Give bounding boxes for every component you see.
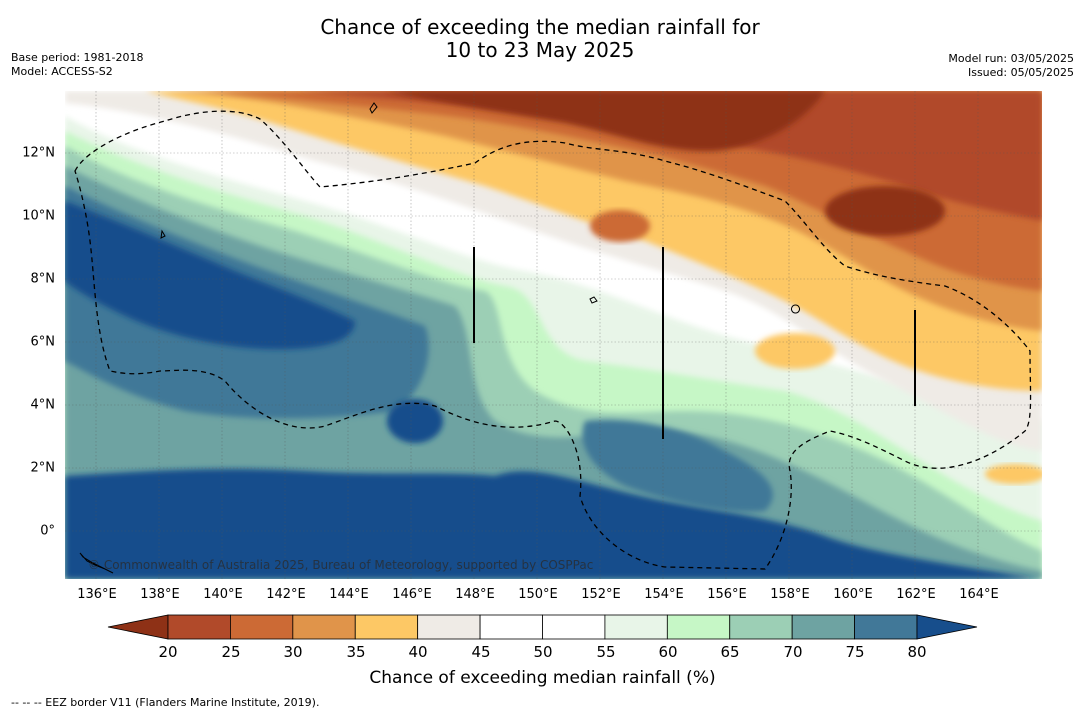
cb-tick-40: 40 [408,643,428,661]
copyright-credit: © Commonwealth of Australia 2025, Bureau… [88,558,594,572]
colorbar-segment [230,614,294,640]
cb-tick-80: 80 [907,643,927,661]
colorbar-segment [729,614,793,640]
lat-label-12n: 12°N [22,145,55,161]
lon-label-158e: 158°E [770,587,810,602]
eez-border [74,110,1032,570]
lon-label-150e: 150°E [518,587,558,602]
cb-tick-50: 50 [533,643,553,661]
colorbar [107,614,978,640]
base-period: Base period: 1981-2018 [11,51,144,64]
lon-label-148e: 148°E [455,587,495,602]
contour-80-west [65,201,355,350]
cb-tick-55: 55 [596,643,616,661]
islands [79,102,800,574]
colorbar-segment [292,614,356,640]
cb-tick-75: 75 [845,643,865,661]
colorbar-segment [167,614,231,640]
contour-80-south [65,468,1042,579]
colorbar-segment [354,614,419,640]
yellow-patch-southeast [985,464,1042,484]
lon-label-154e: 154°E [644,587,684,602]
lon-label-164e: 164°E [959,587,999,602]
lat-label-8n: 8°N [30,271,56,287]
colorbar-extend-high [916,614,978,640]
rainfall-probability-map [65,91,1042,579]
lon-label-152e: 152°E [581,587,621,602]
meta-left: Base period: 1981-2018 Model: ACCESS-S2 [11,51,143,79]
lon-label-162e: 162°E [896,587,936,602]
colorbar-segment [604,614,668,640]
lon-label-146e: 146°E [392,587,432,602]
gridlines [65,91,1042,579]
contour-75-south [582,419,773,512]
cb-tick-65: 65 [720,643,740,661]
colorbar-segment [479,614,543,640]
dark-patch-east [825,186,945,236]
model-name: Model: ACCESS-S2 [11,65,113,78]
cb-tick-20: 20 [158,643,178,661]
lon-label-144e: 144°E [329,587,369,602]
colorbar-label: Chance of exceeding median rainfall (%) [369,668,716,688]
cb-tick-30: 30 [283,643,303,661]
eez-footnote: -- -- -- EEZ border V11 (Flanders Marine… [11,696,320,709]
cb-tick-60: 60 [658,643,678,661]
lon-label-160e: 160°E [833,587,873,602]
lat-label-4n: 4°N [30,397,56,413]
map-title-line2: 10 to 23 May 2025 [445,38,635,62]
cb-tick-70: 70 [783,643,803,661]
colorbar-segment [542,614,606,640]
lon-label-142e: 142°E [266,587,306,602]
issued-date: Issued: 05/05/2025 [967,66,1074,79]
lat-label-2n: 2°N [30,460,56,476]
model-run: Model run: 03/05/2025 [948,52,1074,65]
lat-label-0: 0° [40,523,55,539]
lat-label-6n: 6°N [30,334,56,350]
cb-tick-35: 35 [346,643,366,661]
meta-right: Model run: 03/05/2025 Issued: 05/05/2025 [948,52,1074,80]
colorbar-segment [417,614,481,640]
yellow-patch-east [755,333,835,369]
contour-25 [295,91,1042,221]
blue-patch-center [387,399,443,443]
lat-label-10n: 10°N [22,208,55,224]
lon-label-136e: 136°E [77,587,117,602]
colorbar-segment [791,614,855,640]
colorbar-segment [854,614,918,640]
map-title-line1: Chance of exceeding the median rainfall … [320,15,760,39]
cb-tick-45: 45 [471,643,491,661]
colorbar-segment [666,614,731,640]
orange-patch-center [590,210,650,242]
lon-label-156e: 156°E [707,587,747,602]
lon-label-140e: 140°E [203,587,243,602]
colorbar-extend-low [107,614,169,640]
cb-tick-25: 25 [221,643,241,661]
contour-20 [385,91,825,152]
lon-label-138e: 138°E [140,587,180,602]
